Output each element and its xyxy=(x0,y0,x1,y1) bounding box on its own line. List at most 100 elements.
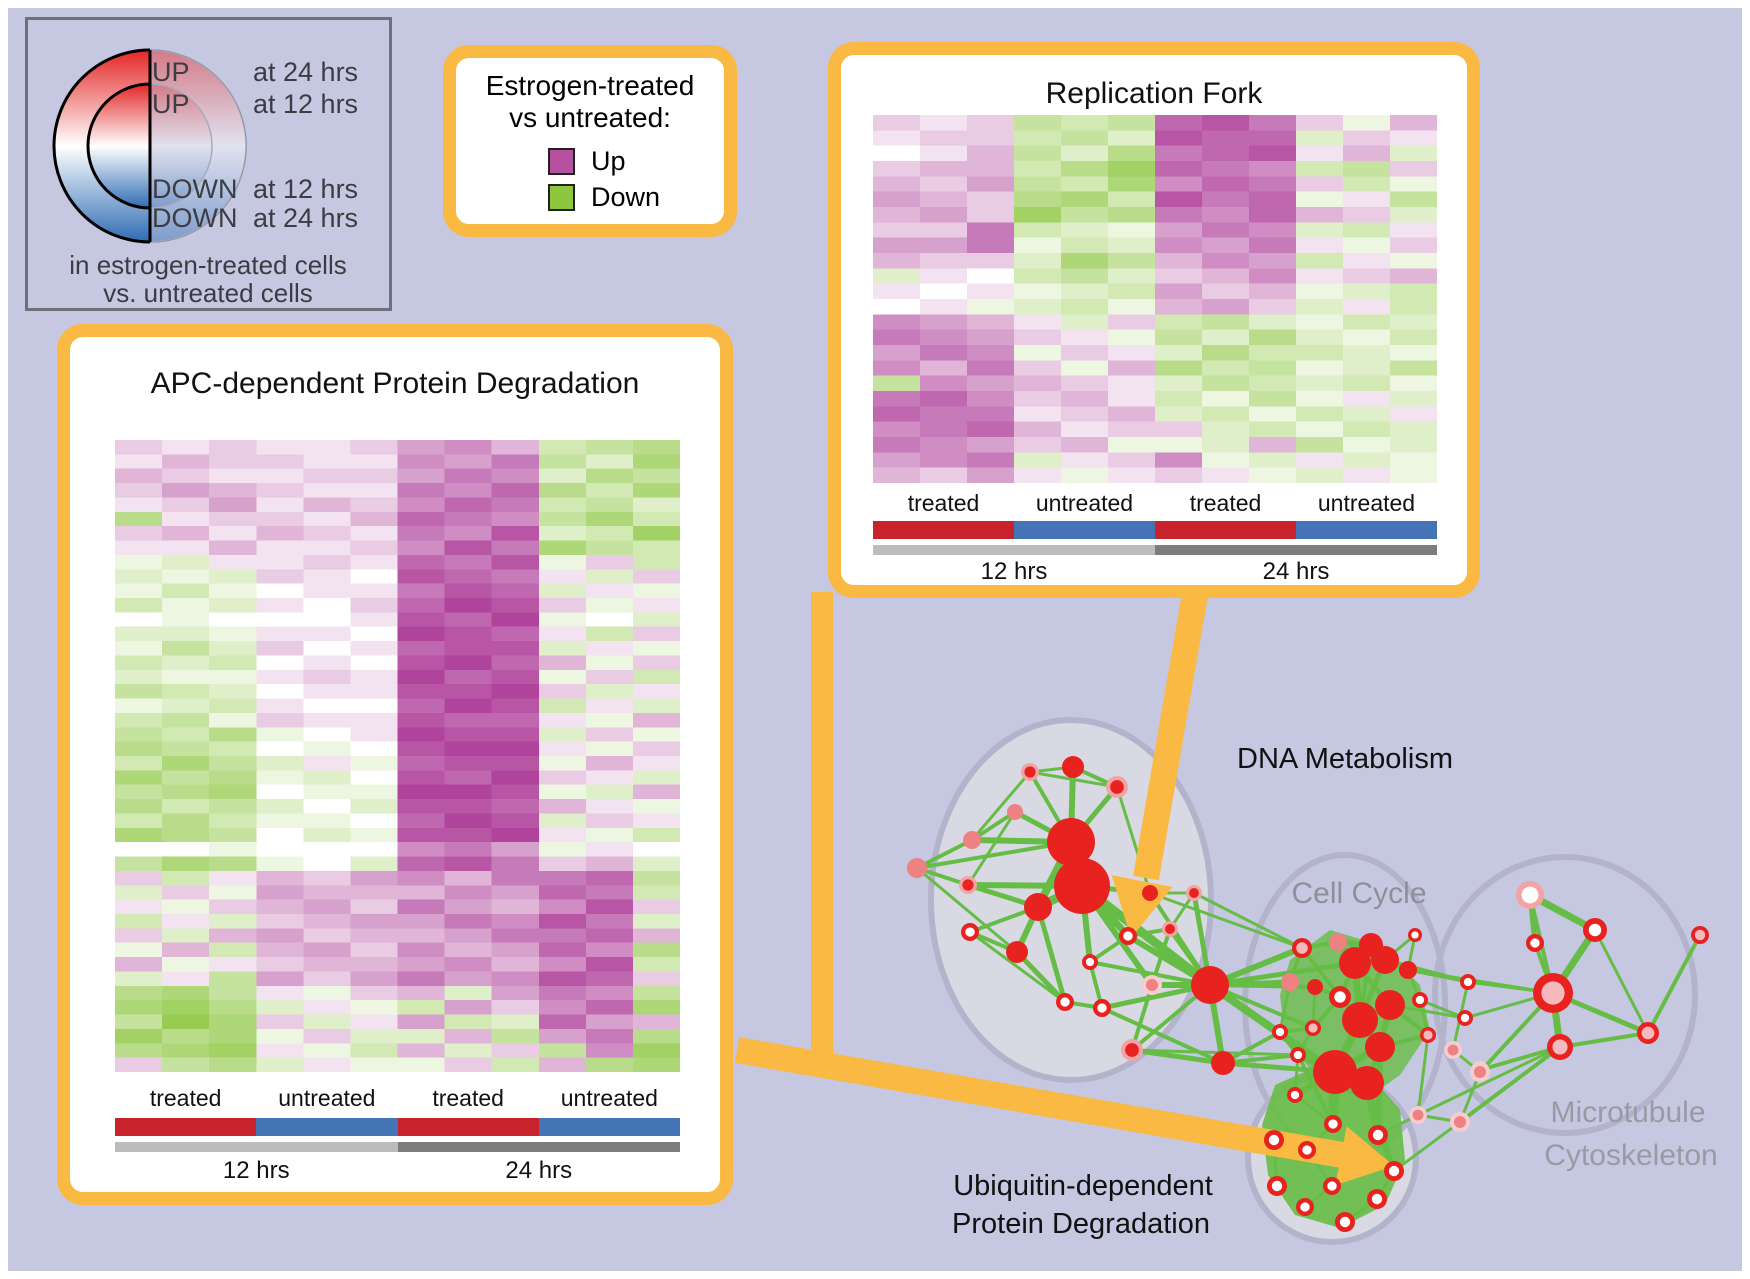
heatmap-cell xyxy=(162,454,211,470)
network-node-core xyxy=(1097,1003,1107,1013)
group-color-bar xyxy=(1155,521,1296,539)
heatmap-cell xyxy=(491,770,541,786)
heatmap-cell xyxy=(256,440,305,455)
heatmap-cell xyxy=(1061,437,1110,453)
heatmap-cell xyxy=(1061,237,1110,254)
heatmap-cell xyxy=(162,827,211,843)
heatmap-cell xyxy=(444,569,494,585)
network-node xyxy=(1307,979,1323,995)
heatmap-cell xyxy=(303,914,352,929)
heatmap-cell xyxy=(585,856,635,872)
estrogen-legend-box: Estrogen-treated vs untreated: Up Down xyxy=(443,45,737,237)
heatmap-cell xyxy=(303,712,352,728)
heatmap-cell xyxy=(1343,222,1392,239)
estrogen-legend-title-line1: Estrogen-treated xyxy=(485,70,695,101)
heatmap-cell xyxy=(303,598,352,613)
heatmap-cell xyxy=(350,914,399,929)
heatmap-cell xyxy=(967,314,1016,331)
heatmap-cell xyxy=(1202,161,1251,177)
heatmap-cell xyxy=(303,770,352,786)
heatmap-cell xyxy=(538,942,588,958)
heatmap-cell xyxy=(967,375,1016,392)
heatmap-cell xyxy=(538,856,588,872)
down-label: Down xyxy=(591,182,661,212)
network-node-core xyxy=(1423,1030,1433,1040)
heatmap-cell xyxy=(967,176,1016,193)
apc-panel-title: APC-dependent Protein Degradation xyxy=(150,367,640,400)
heatmap-cell xyxy=(1202,299,1251,315)
heatmap-cell xyxy=(444,799,494,814)
heatmap-cell xyxy=(1202,406,1251,423)
heatmap-cell xyxy=(162,526,211,541)
heatmap-cell xyxy=(920,237,969,254)
heatmap-cell xyxy=(256,971,305,987)
heatmap-cell xyxy=(444,928,494,944)
heatmap-cell xyxy=(1249,314,1298,331)
heatmap-cell xyxy=(538,770,588,786)
heatmap-cell xyxy=(303,698,352,714)
heatmap-cell xyxy=(585,554,635,570)
heatmap-cell xyxy=(1390,253,1437,269)
heatmap-cell xyxy=(967,191,1016,208)
heatmap-cell xyxy=(1296,222,1345,239)
heatmap-cell xyxy=(162,928,211,944)
heatmap-cell xyxy=(115,1000,164,1015)
heatmap-cell xyxy=(585,440,635,455)
heatmap-cell xyxy=(1014,391,1063,407)
heatmap-cell xyxy=(303,1057,352,1072)
heatmap-cell xyxy=(1249,345,1298,361)
heatmap-cell xyxy=(444,971,494,987)
heatmap-cell xyxy=(115,626,164,642)
heatmap-cell xyxy=(585,641,635,656)
heatmap-cell xyxy=(1249,283,1298,300)
apc-group-labels: treated untreated treated untreated xyxy=(115,1085,680,1112)
heatmap-cell xyxy=(585,1057,635,1072)
heatmap-cell xyxy=(920,299,969,315)
heatmap-cell xyxy=(1061,467,1110,483)
heatmap-cell xyxy=(162,612,211,628)
heatmap-cell xyxy=(491,799,541,814)
heatmap-cell xyxy=(491,727,541,743)
heatmap-cell xyxy=(397,813,446,829)
heatmap-cell xyxy=(444,741,494,757)
heatmap-cell xyxy=(873,176,922,193)
network-edge xyxy=(1206,981,1339,1076)
legend-item-down: Down xyxy=(548,182,660,213)
heatmap-cell xyxy=(256,454,305,470)
heatmap-cell xyxy=(1061,360,1110,377)
heatmap-cell xyxy=(209,741,258,757)
heatmap-cell xyxy=(162,1057,211,1072)
heatmap-cell xyxy=(1249,299,1298,315)
heatmap-cell xyxy=(1108,222,1157,239)
network-edge xyxy=(1416,1045,1562,1117)
heatmap-cell xyxy=(162,583,211,599)
heatmap-cell xyxy=(1155,299,1204,315)
heatmap-cell xyxy=(1202,314,1251,331)
heatmap-cell xyxy=(1108,437,1157,453)
group-label: treated xyxy=(149,1085,222,1111)
heatmap-cell xyxy=(1296,268,1345,285)
heatmap-cell xyxy=(491,1057,541,1072)
heatmap-cell xyxy=(1061,130,1110,147)
heatmap-cell xyxy=(350,928,399,944)
heatmap-cell xyxy=(209,497,258,513)
heatmap-cell xyxy=(350,497,399,513)
heatmap-cell xyxy=(303,928,352,944)
heatmap-cell xyxy=(350,856,399,872)
heatmap-cell xyxy=(632,698,680,714)
heatmap-cell xyxy=(1249,329,1298,346)
heatmap-cell xyxy=(350,569,399,585)
network-node-core xyxy=(1552,1039,1568,1055)
heatmap-cell xyxy=(1108,345,1157,361)
heatmap-cell xyxy=(1061,268,1110,285)
heatmap-cell xyxy=(209,712,258,728)
ring-label-down24: DOWN xyxy=(152,203,237,233)
heatmap-cell xyxy=(162,540,211,556)
heatmap-cell xyxy=(538,669,588,685)
heatmap-cell xyxy=(162,511,211,527)
heatmap-cell xyxy=(491,1014,541,1030)
network-edge xyxy=(1416,1033,1430,1117)
network-edge xyxy=(1418,998,1467,1020)
heatmap-cell xyxy=(1390,283,1437,300)
network-node-core xyxy=(1334,991,1346,1003)
